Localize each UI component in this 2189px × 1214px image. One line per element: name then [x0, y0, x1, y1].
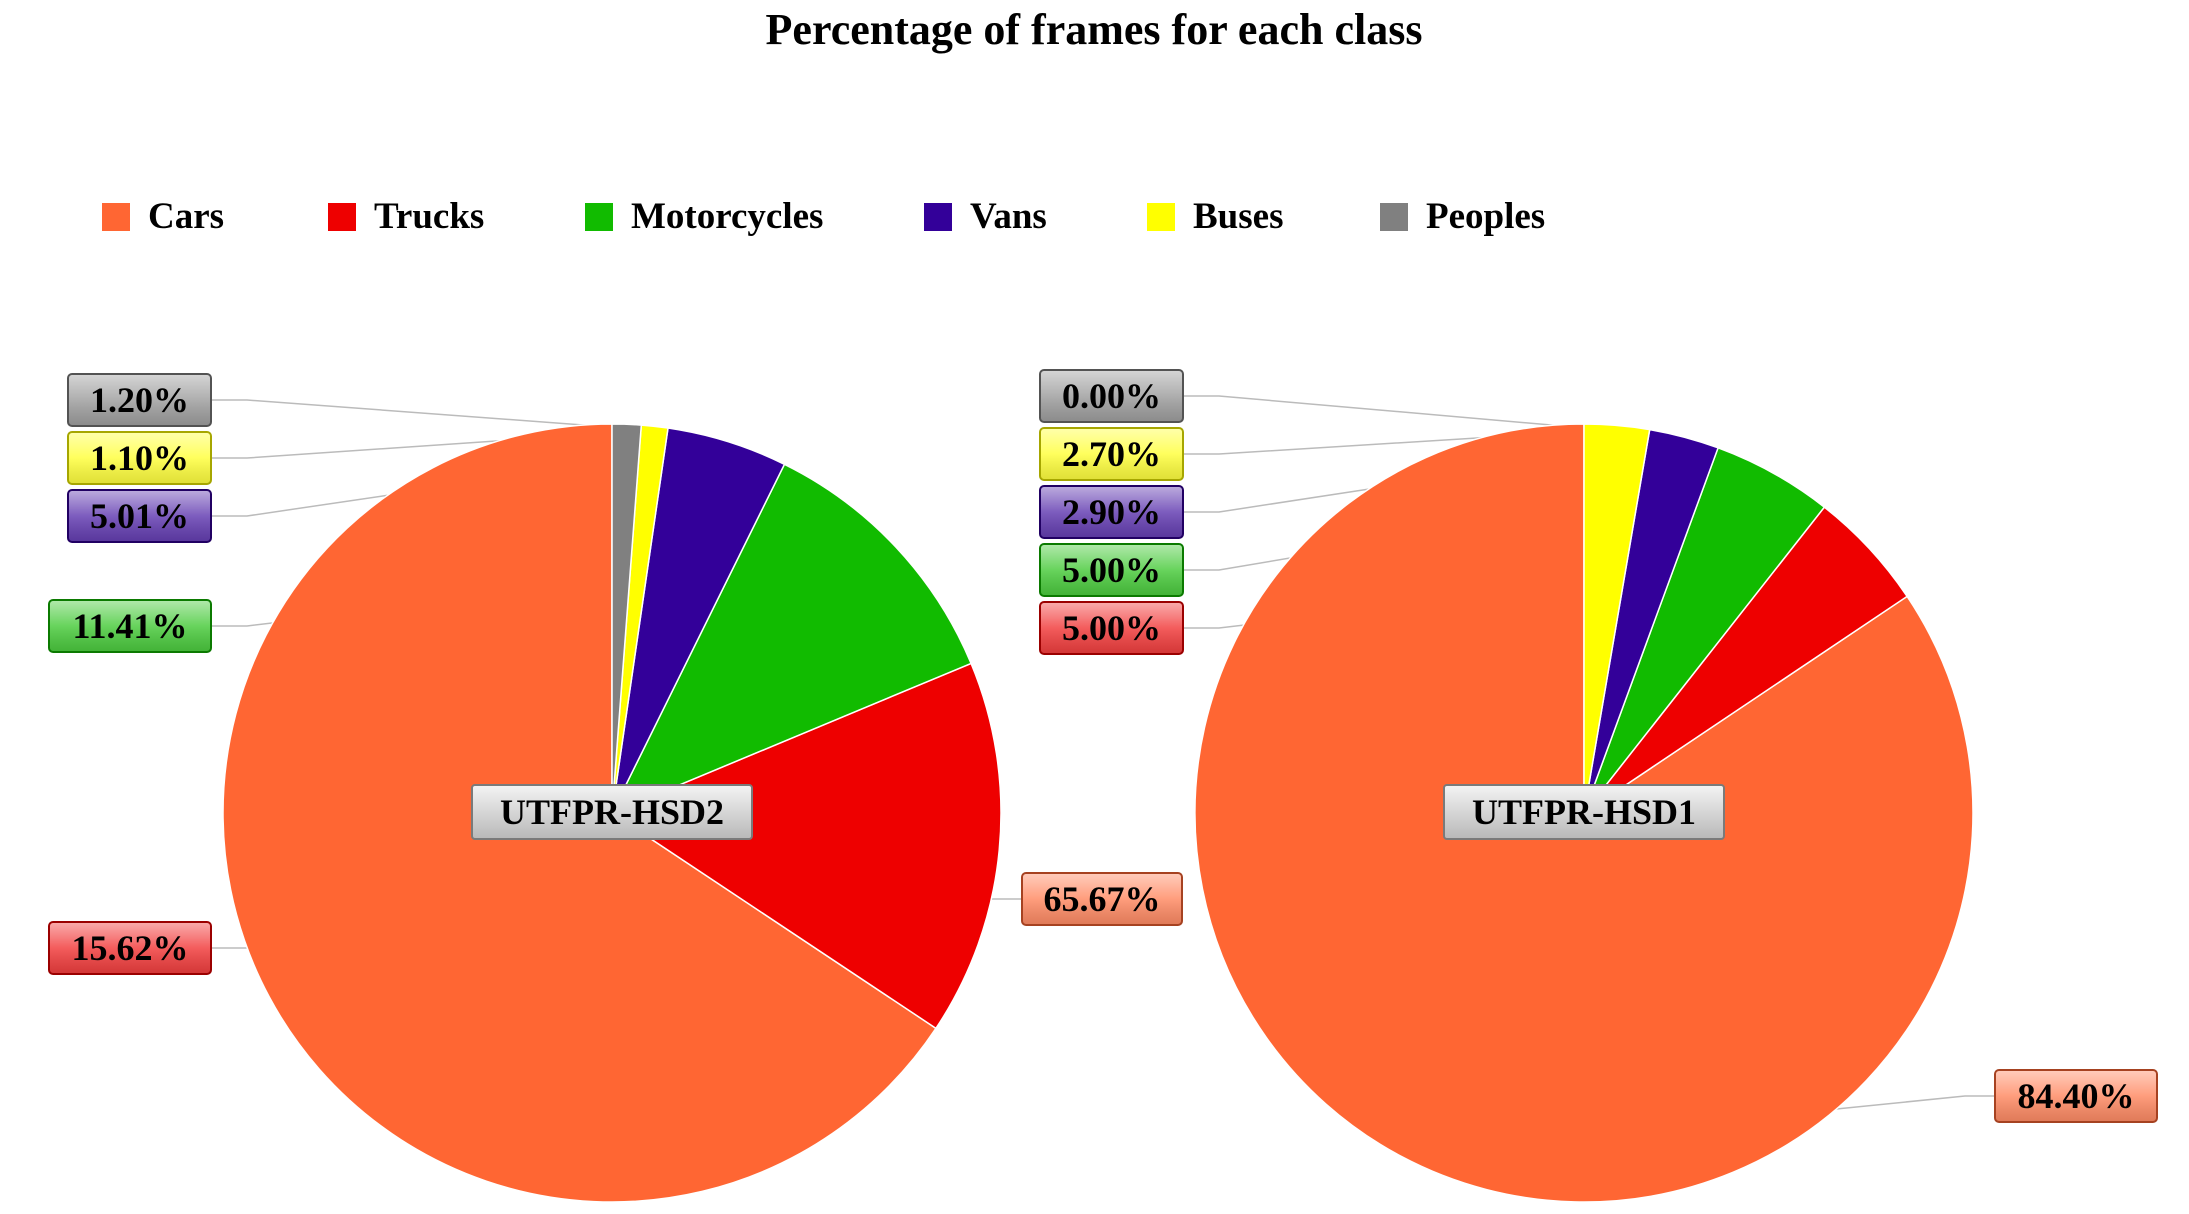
leader-line-peoples	[1183, 395, 1585, 429]
legend-item-vans: Vans	[924, 196, 1047, 237]
slice-label-motorcycles: 11.41%	[48, 599, 212, 653]
slice-value-label: 1.20%	[90, 380, 189, 420]
slice-value-label: 84.40%	[2018, 1076, 2135, 1116]
slice-value-label: 5.00%	[1062, 608, 1161, 648]
slice-label-motorcycles: 5.00%	[1039, 543, 1184, 597]
label-gloss	[1041, 371, 1182, 421]
label-gloss	[1023, 874, 1181, 924]
pie-name-box	[1443, 784, 1725, 840]
label-gloss	[1041, 545, 1182, 595]
slice-label-cars: 65.67%	[1021, 872, 1183, 926]
pie-names: UTFPR-HSD2 UTFPR-HSD1	[471, 784, 1725, 840]
leader-line-peoples	[211, 399, 627, 429]
legend-item-peoples: Peoples	[1380, 196, 1545, 237]
pie-name-text: UTFPR-HSD2	[500, 792, 724, 832]
label-gloss	[50, 601, 210, 651]
legend-swatch	[328, 203, 356, 231]
legend-swatch	[102, 203, 130, 231]
slice-value-label: 65.67%	[1044, 879, 1161, 919]
label-gloss	[1041, 429, 1182, 479]
legend-item-buses: Buses	[1147, 196, 1283, 237]
slice-label-vans: 2.90%	[1039, 485, 1184, 539]
slice-label-peoples: 0.00%	[1039, 369, 1184, 423]
slice-label-trucks: 5.00%	[1039, 601, 1184, 655]
slice-label-peoples: 1.20%	[67, 373, 212, 427]
slice-peoples	[611, 423, 643, 814]
slice-value-label: 0.00%	[1062, 376, 1161, 416]
legend-swatch	[1380, 203, 1408, 231]
slice-value-label: 2.90%	[1062, 492, 1161, 532]
slice-value-label: 15.62%	[72, 928, 189, 968]
label-gloss	[50, 923, 210, 973]
slice-label-buses: 1.10%	[67, 431, 212, 485]
legend-item-trucks: Trucks	[328, 196, 484, 237]
slice-motorcycles	[610, 463, 973, 815]
slice-label-vans: 5.01%	[67, 489, 212, 543]
legend-swatch	[924, 203, 952, 231]
legend-label: Motorcycles	[631, 196, 823, 237]
slice-label-trucks: 15.62%	[48, 921, 212, 975]
legend-swatch	[585, 203, 613, 231]
legend-label: Buses	[1193, 196, 1283, 237]
label-gloss	[1996, 1071, 2156, 1121]
slice-labels: 65.67% 15.62% 11.41% 5.01% 1.10% 1.20% 84.40% 5…	[48, 369, 2158, 1123]
slice-label-cars: 84.40%	[1994, 1069, 2158, 1123]
label-gloss	[1041, 487, 1182, 537]
legend-label: Vans	[970, 196, 1047, 237]
slice-value-label: 5.00%	[1062, 550, 1161, 590]
label-gloss	[69, 375, 210, 425]
slice-buses	[1583, 423, 1651, 814]
legend-swatch	[1147, 203, 1175, 231]
slice-value-label: 1.10%	[90, 438, 189, 478]
slice-value-label: 5.01%	[90, 496, 189, 536]
legend-label: Trucks	[374, 196, 484, 237]
legend-item-motorcycles: Motorcycles	[585, 196, 823, 237]
chart-title: Percentage of frames for each class	[766, 5, 1423, 54]
label-gloss	[1041, 603, 1182, 653]
label-gloss	[69, 433, 210, 483]
pie-name-text: UTFPR-HSD1	[1472, 792, 1696, 832]
legend-label: Cars	[148, 196, 224, 237]
pie-name-utfpr-hsd2: UTFPR-HSD2	[471, 784, 753, 840]
slice-value-label: 11.41%	[72, 606, 187, 646]
slice-trucks	[610, 662, 1002, 1030]
pie-utfpr-hsd1	[1194, 423, 1974, 1203]
pie-name-utfpr-hsd1: UTFPR-HSD1	[1443, 784, 1725, 840]
legend: Cars Trucks Motorcycles Vans Buses Peoples	[102, 196, 1545, 237]
legend-item-cars: Cars	[102, 196, 224, 237]
slice-label-buses: 2.70%	[1039, 427, 1184, 481]
label-gloss	[69, 491, 210, 541]
pie-name-box	[471, 784, 753, 840]
slice-value-label: 2.70%	[1062, 434, 1161, 474]
slice-cars	[1194, 423, 1974, 1203]
legend-label: Peoples	[1426, 196, 1545, 237]
